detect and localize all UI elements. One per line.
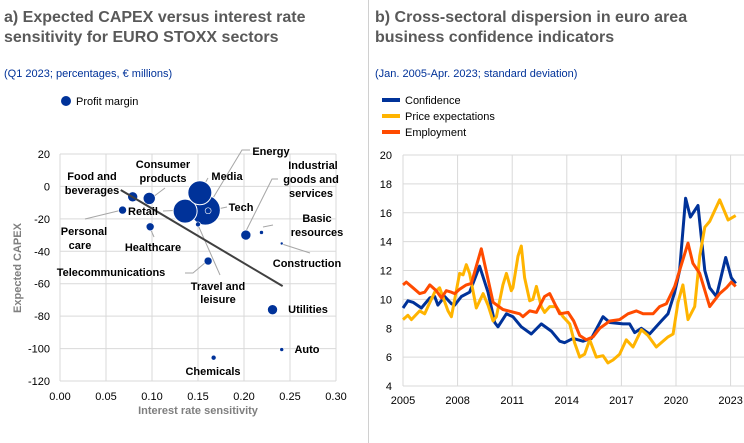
y-tick-label: -100 [28, 344, 50, 356]
point-label-tech: Tech [229, 202, 254, 214]
legend-label-confidence: Confidence [405, 95, 461, 107]
leader-line [262, 224, 274, 228]
bubble-basic-resources [259, 230, 264, 235]
bubble-healthcare [145, 222, 155, 232]
x-tick-label: 0.25 [279, 391, 300, 403]
y-tick-label: 20 [380, 150, 392, 162]
leader-line [185, 261, 207, 274]
leader-line [206, 149, 250, 209]
y-tick-label: 6 [386, 352, 392, 364]
point-label-food-and-beverages: Food and beverages [65, 171, 119, 197]
point-label-basic-resources: Basic resources [291, 213, 344, 239]
legend-marker-profit-margin [61, 96, 71, 106]
panel-divider [368, 0, 369, 443]
left-chart-subtitle: (Q1 2023; percentages, € millions) [4, 68, 173, 80]
legend-label-employment: Employment [405, 127, 466, 139]
y-tick-label: 14 [380, 237, 392, 249]
right-chart-subtitle: (Jan. 2005-Apr. 2023; standard deviation… [375, 68, 578, 80]
y-tick-label: 18 [380, 179, 392, 191]
bubble-personal-care [118, 205, 127, 215]
x-tick-label: 2017 [609, 395, 633, 407]
y-axis-label: Expected CAPEX [12, 222, 24, 313]
x-tick-label: 2008 [445, 395, 469, 407]
y-tick-label: -120 [28, 376, 50, 388]
x-tick-label: 2011 [500, 395, 524, 407]
bubble-construction [279, 241, 284, 246]
leader-line [84, 209, 123, 220]
bubble-tech [204, 207, 212, 215]
series-line-price-expectations [402, 198, 737, 365]
bubble-retail [172, 198, 198, 224]
bubble-chemicals [210, 354, 217, 361]
right-chart-title: b) Cross-sectoral dispersion in euro are… [375, 9, 688, 46]
point-label-construction: Construction [273, 258, 342, 270]
point-label-retail: Retail [128, 206, 158, 218]
y-tick-label: 12 [380, 266, 392, 278]
x-tick-label: 0.20 [233, 391, 254, 403]
x-axis-label: Interest rate sensitivity [138, 405, 259, 417]
x-tick-label: 0.00 [49, 391, 70, 403]
leader-line [152, 187, 166, 198]
legend-label-profit-margin: Profit margin [76, 96, 138, 108]
x-tick-label: 0.30 [325, 391, 346, 403]
point-label-telecommunications: Telecommunications [57, 267, 166, 279]
x-tick-label: 2014 [555, 395, 579, 407]
leader-line [281, 243, 311, 254]
y-tick-label: -80 [34, 311, 50, 323]
x-tick-label: 0.15 [187, 391, 208, 403]
bubble-consumer-products [142, 192, 156, 205]
y-tick-label: 20 [38, 149, 50, 161]
y-tick-label: -40 [34, 246, 50, 258]
point-label-energy: Energy [252, 146, 290, 158]
legend-label-price-expectations: Price expectations [405, 111, 495, 123]
trend-line [120, 189, 284, 288]
bubble-travel-and-leisure [195, 221, 201, 228]
bubble-utilities [267, 304, 278, 315]
point-label-personal-care: Personal care [61, 226, 107, 252]
point-label-media: Media [211, 171, 243, 183]
point-label-industrial-goods-and-services: Industrial goods and services [283, 160, 339, 200]
point-label-travel-and-leisure: Travel and leisure [191, 281, 245, 306]
y-tick-label: 10 [380, 294, 392, 306]
y-tick-label: 16 [380, 208, 392, 220]
y-tick-label: 8 [386, 323, 392, 335]
leader-line [244, 178, 278, 234]
point-label-healthcare: Healthcare [125, 242, 181, 254]
bubble-auto [279, 347, 285, 352]
series-line-confidence [401, 196, 737, 345]
x-tick-label: 0.05 [95, 391, 116, 403]
bubble-telecommunications [203, 256, 213, 266]
x-tick-label: 2005 [391, 395, 415, 407]
y-tick-label: -60 [34, 279, 50, 291]
leader-line [197, 224, 221, 276]
x-tick-label: 2020 [664, 395, 688, 407]
point-label-chemicals: Chemicals [185, 366, 240, 378]
x-tick-label: 2023 [718, 395, 742, 407]
y-tick-label: -20 [34, 214, 50, 226]
bubble-media [187, 180, 213, 206]
y-tick-label: 0 [44, 181, 50, 193]
y-tick-label: 4 [386, 381, 392, 393]
point-label-utilities: Utilities [288, 304, 328, 316]
x-tick-label: 0.10 [141, 391, 162, 403]
point-label-consumer-products: Consumer products [136, 159, 191, 185]
point-label-auto: Auto [294, 344, 319, 356]
bubble-industrial-goods-and-services [240, 229, 252, 241]
left-chart-title: a) Expected CAPEX versus interest rate s… [4, 9, 306, 46]
series-line-employment [402, 241, 737, 342]
